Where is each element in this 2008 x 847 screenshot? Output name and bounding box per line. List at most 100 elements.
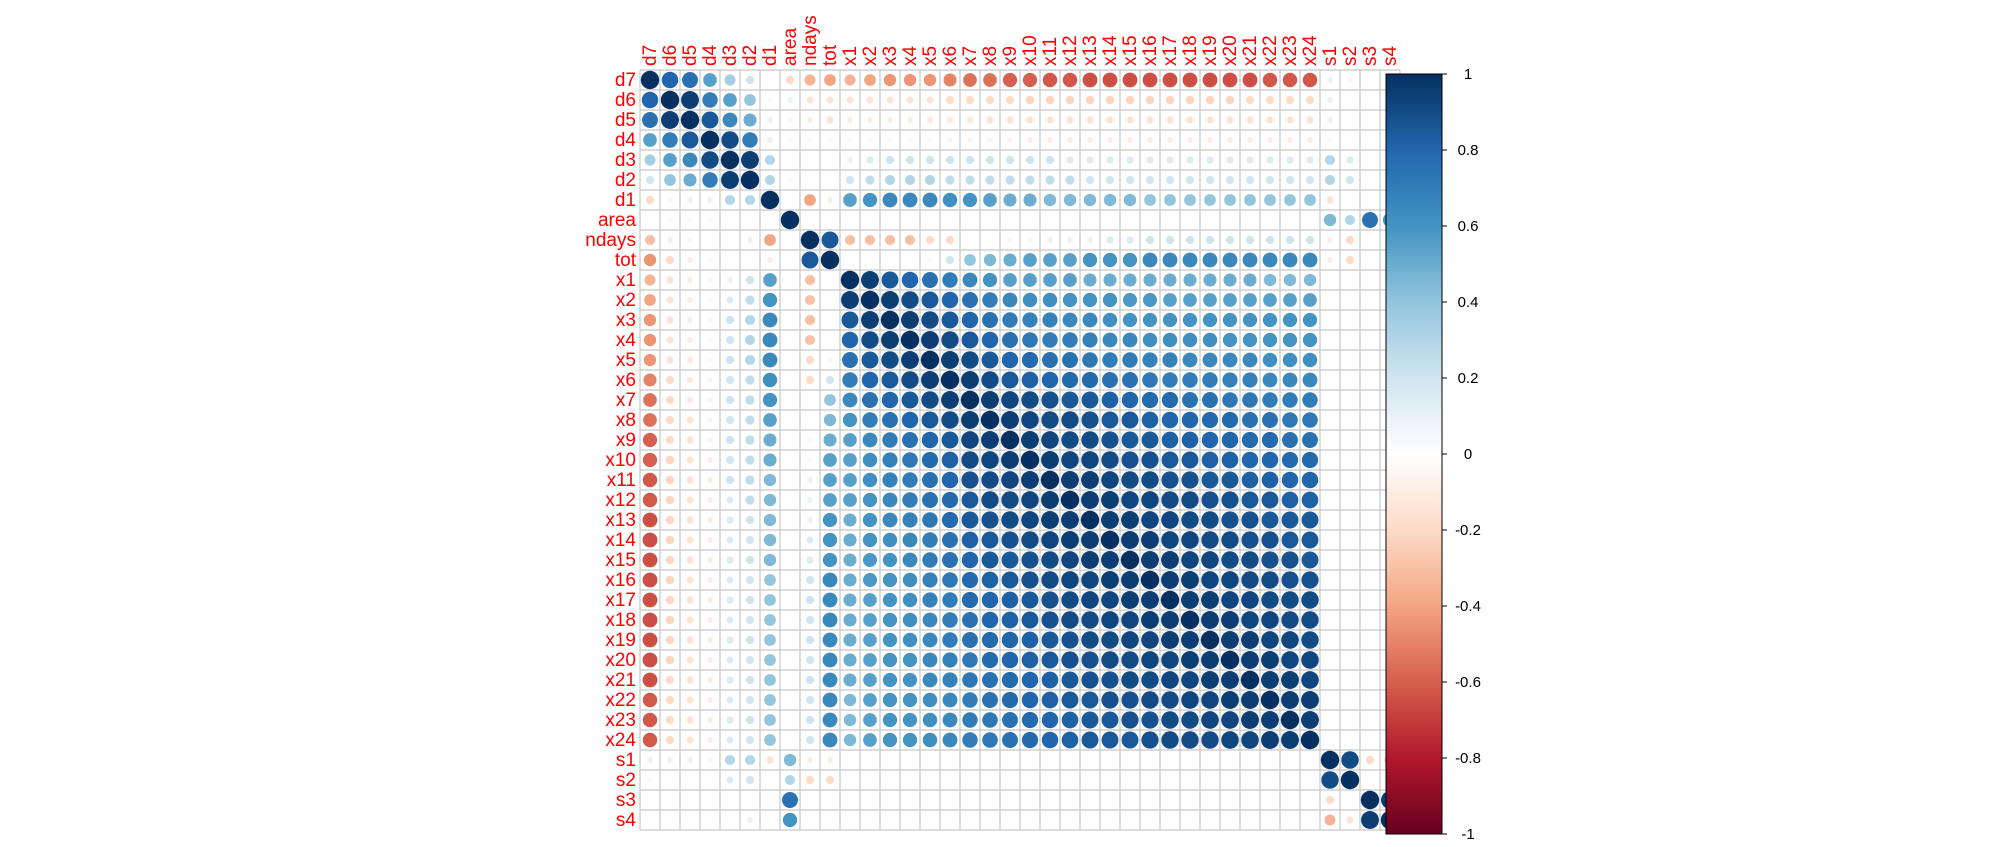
corr-cell-x12-d3: [726, 496, 734, 504]
corr-cell-x20-d4: [707, 657, 713, 663]
corr-cell-x1-x2: [861, 271, 879, 289]
corr-cell-d5-x11: [1046, 116, 1054, 124]
corr-cell-x21-x13: [1081, 671, 1099, 689]
corr-cell-d4-d7: [643, 133, 657, 147]
corr-cell-x13-x17: [1161, 511, 1179, 529]
corr-cell-d1-x19: [1204, 194, 1216, 206]
corr-cell-ndays-x3: [884, 234, 896, 246]
corr-cell-x4-x12: [1062, 332, 1078, 348]
corr-cell-d6-d2: [744, 94, 756, 106]
colorbar: [1385, 73, 1443, 835]
corr-cell-x21-x4: [902, 672, 918, 688]
corr-cell-tot-x12: [1063, 253, 1077, 267]
corr-cell-x22-x8: [982, 692, 998, 708]
corr-cell-d6-x21: [1245, 95, 1255, 105]
corr-cell-d6-x7: [965, 95, 975, 105]
corr-cell-x9-x4: [902, 432, 918, 448]
corr-cell-x19-x3: [882, 632, 898, 648]
corr-cell-x3-x7: [961, 311, 979, 329]
corr-cell-tot-d7: [643, 253, 657, 267]
corr-cell-x15-x22: [1261, 551, 1279, 569]
corr-cell-d3-x4: [905, 155, 915, 165]
row-label-d6: d6: [615, 90, 636, 111]
col-label-s3: s3: [1360, 46, 1381, 66]
corr-cell-x24-x16: [1141, 731, 1159, 749]
col-label-d3: d3: [720, 45, 741, 66]
corr-cell-d7-x23: [1282, 72, 1298, 88]
corr-cell-x4-x18: [1182, 332, 1198, 348]
corr-cell-x18-x23: [1281, 611, 1299, 629]
corr-cell-tot-x19: [1202, 252, 1218, 268]
corr-cell-x15-x1: [843, 553, 857, 567]
corr-cell-x23-d2: [745, 715, 755, 725]
corr-cell-x17-x18: [1181, 591, 1199, 609]
corr-cell-x17-x19: [1201, 591, 1219, 609]
corr-cell-x18-x7: [962, 612, 978, 628]
corr-cell-s1-d1: [766, 756, 774, 764]
corr-cell-x14-x15: [1121, 531, 1139, 549]
corr-cell-x1-x12: [1063, 273, 1077, 287]
corr-cell-x9-x22: [1261, 431, 1279, 449]
corr-cell-x16-x4: [902, 572, 918, 588]
corr-cell-d2-x22: [1265, 175, 1275, 185]
corr-cell-x23-x8: [982, 712, 998, 728]
corr-cell-d2-x6: [945, 175, 955, 185]
corr-cell-d1-x15: [1123, 193, 1137, 207]
corr-cell-x18-x19: [1201, 611, 1219, 629]
corr-cell-d6-x16: [1145, 95, 1155, 105]
corr-cell-s2-d2: [745, 775, 755, 785]
corr-cell-ndays-s1: [1327, 237, 1333, 243]
corr-cell-d7-d6: [661, 71, 679, 89]
corr-cell-d2-x12: [1065, 175, 1075, 185]
corr-cell-x21-x17: [1161, 671, 1179, 689]
corr-cell-x14-x21: [1241, 531, 1259, 549]
corr-cell-d5-x7: [966, 116, 974, 124]
corr-cell-x5-x9: [1001, 351, 1019, 369]
corr-cell-d2-x13: [1085, 175, 1095, 185]
corr-cell-x10-d3: [725, 455, 735, 465]
corr-cell-d2-x23: [1285, 175, 1295, 185]
legend-tick-label: -0.8: [1455, 750, 1481, 767]
corr-cell-x8-x18: [1181, 411, 1199, 429]
col-label-tot: tot: [820, 44, 841, 66]
corr-cell-x22-x6: [942, 692, 958, 708]
corr-cell-x3-x8: [982, 312, 998, 328]
corr-cell-x16-d3: [726, 576, 734, 584]
corr-cell-x22-tot: [822, 692, 838, 708]
corr-cell-ndays-s2: [1345, 235, 1355, 245]
corr-cell-ndays-x12: [1067, 237, 1073, 243]
corr-cell-x20-ndays: [805, 655, 815, 665]
corr-cell-x11-x3: [882, 472, 898, 488]
corr-cell-x16-x22: [1261, 571, 1279, 589]
corr-cell-x11-x24: [1301, 471, 1319, 489]
corr-cell-x22-x24: [1301, 691, 1319, 709]
corr-cell-x13-x18: [1181, 511, 1199, 529]
corr-cell-x10-x24: [1301, 451, 1319, 469]
corr-cell-x24-x4: [902, 732, 918, 748]
legend-tick-label: -1: [1461, 826, 1474, 843]
corr-cell-ndays-x17: [1165, 235, 1175, 245]
corr-cell-x16-x19: [1201, 571, 1219, 589]
corr-cell-s4-s1: [1324, 814, 1336, 826]
corr-cell-d3-x11: [1045, 155, 1055, 165]
corr-cell-x16-x24: [1301, 571, 1319, 589]
corr-cell-x3-d6: [666, 316, 674, 324]
row-label-x21: x21: [605, 670, 636, 691]
corr-cell-d5-area: [787, 117, 793, 123]
corr-cell-x5-d6: [666, 356, 674, 364]
corr-cell-x1-x24: [1303, 273, 1317, 287]
corr-cell-x6-tot: [825, 375, 835, 385]
corr-cell-x6-x5: [921, 371, 939, 389]
corr-cell-d7-x18: [1182, 72, 1198, 88]
corr-cell-x12-x18: [1181, 491, 1199, 509]
row-label-x17: x17: [605, 590, 636, 611]
corr-cell-x12-x9: [1001, 491, 1019, 509]
legend-tick-label: 0.2: [1458, 370, 1479, 387]
corr-cell-x9-d1: [763, 433, 777, 447]
corr-cell-x13-d3: [726, 516, 734, 524]
corr-cell-x11-d2: [745, 475, 755, 485]
corr-cell-x4-d3: [725, 335, 735, 345]
corr-cell-x21-x5: [922, 672, 938, 688]
row-label-x2: x2: [616, 290, 636, 311]
corr-cell-x1-x1: [840, 270, 860, 290]
